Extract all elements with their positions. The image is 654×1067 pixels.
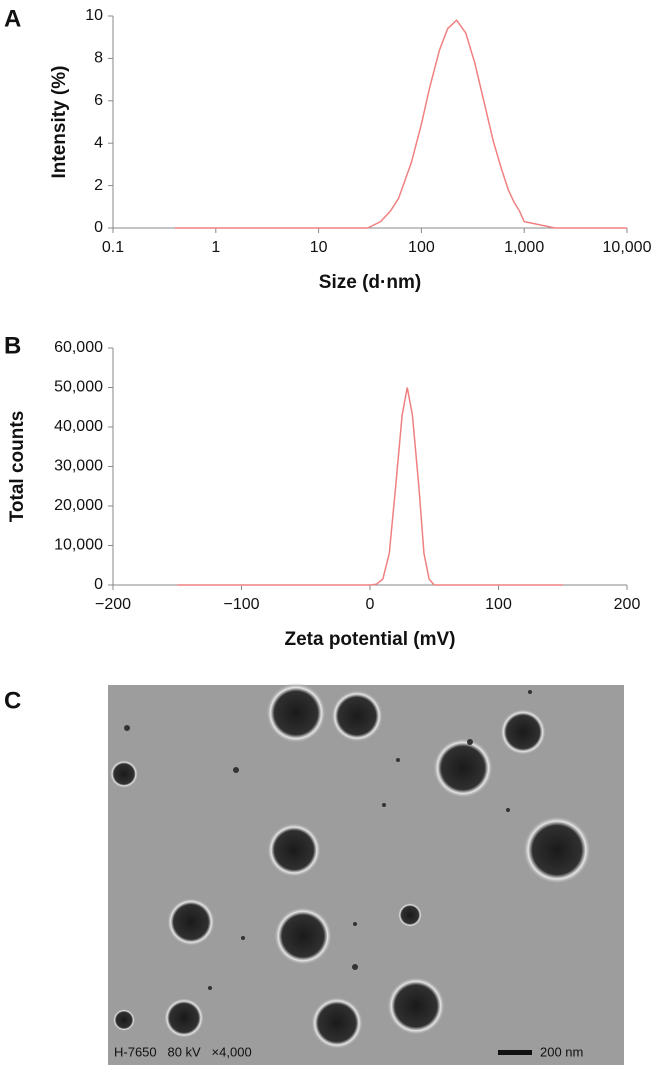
x-tick-label: 10 — [310, 239, 328, 256]
y-tick-label: 20,000 — [54, 497, 103, 514]
small-dots — [124, 690, 532, 990]
data-line — [174, 19, 627, 229]
x-tick-label: 200 — [614, 596, 641, 613]
x-tick-label: 1 — [211, 239, 220, 256]
particles — [110, 683, 591, 1049]
image-caption: H-7650 80 kV ×4,000 — [114, 1044, 252, 1059]
scale-bar — [498, 1050, 532, 1055]
y-tick-label: 4 — [94, 134, 103, 151]
data-line — [177, 387, 563, 586]
y-tick-label: 0 — [94, 219, 103, 236]
y-tick-label: 30,000 — [54, 458, 103, 475]
x-axis-label: Size (d·nm) — [319, 272, 421, 293]
x-tick-label: −100 — [223, 596, 259, 613]
panel-label: C — [4, 687, 21, 714]
y-axis-label: Intensity (%) — [49, 66, 70, 179]
y-tick-label: 8 — [94, 50, 103, 67]
x-tick-label: 1,000 — [504, 239, 544, 256]
y-tick-label: 0 — [94, 576, 103, 593]
x-tick-label: −200 — [95, 596, 131, 613]
y-tick-label: 6 — [94, 92, 103, 109]
y-tick-label: 50,000 — [54, 379, 103, 396]
y-tick-label: 40,000 — [54, 418, 103, 435]
x-tick-label: 100 — [408, 239, 435, 256]
y-tick-label: 10,000 — [54, 537, 103, 554]
x-tick-label: 0.1 — [102, 239, 124, 256]
x-tick-label: 100 — [485, 596, 512, 613]
x-tick-label: 10,000 — [603, 239, 652, 256]
y-tick-label: 60,000 — [54, 339, 103, 356]
scale-label: 200 nm — [540, 1044, 583, 1059]
panel-label: B — [4, 332, 21, 359]
tem-image: 200 nm H-7650 80 kV ×4,000 — [108, 683, 624, 1065]
x-tick-label: 0 — [366, 596, 375, 613]
y-tick-label: 10 — [85, 7, 103, 24]
y-tick-label: 2 — [94, 177, 103, 194]
y-axis-label: Total counts — [7, 411, 28, 523]
x-axis-label: Zeta potential (mV) — [284, 629, 455, 650]
panel-label: A — [4, 5, 21, 32]
